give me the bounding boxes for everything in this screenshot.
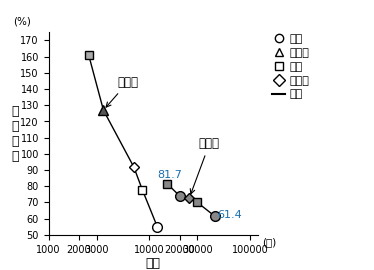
- Text: 都市部: 都市部: [190, 137, 220, 194]
- X-axis label: 所得: 所得: [146, 257, 161, 270]
- Y-axis label: 消
費
性
向: 消 費 性 向: [11, 105, 19, 163]
- Text: (%): (%): [13, 16, 31, 26]
- Text: 81.7: 81.7: [157, 170, 182, 180]
- Text: 農村部: 農村部: [106, 76, 138, 107]
- Legend: 上位, 中上位, 中位, 中下位, 下位: 上位, 中上位, 中位, 中下位, 下位: [272, 34, 310, 99]
- Text: 61.4: 61.4: [217, 210, 242, 221]
- Text: (元): (元): [262, 237, 276, 247]
